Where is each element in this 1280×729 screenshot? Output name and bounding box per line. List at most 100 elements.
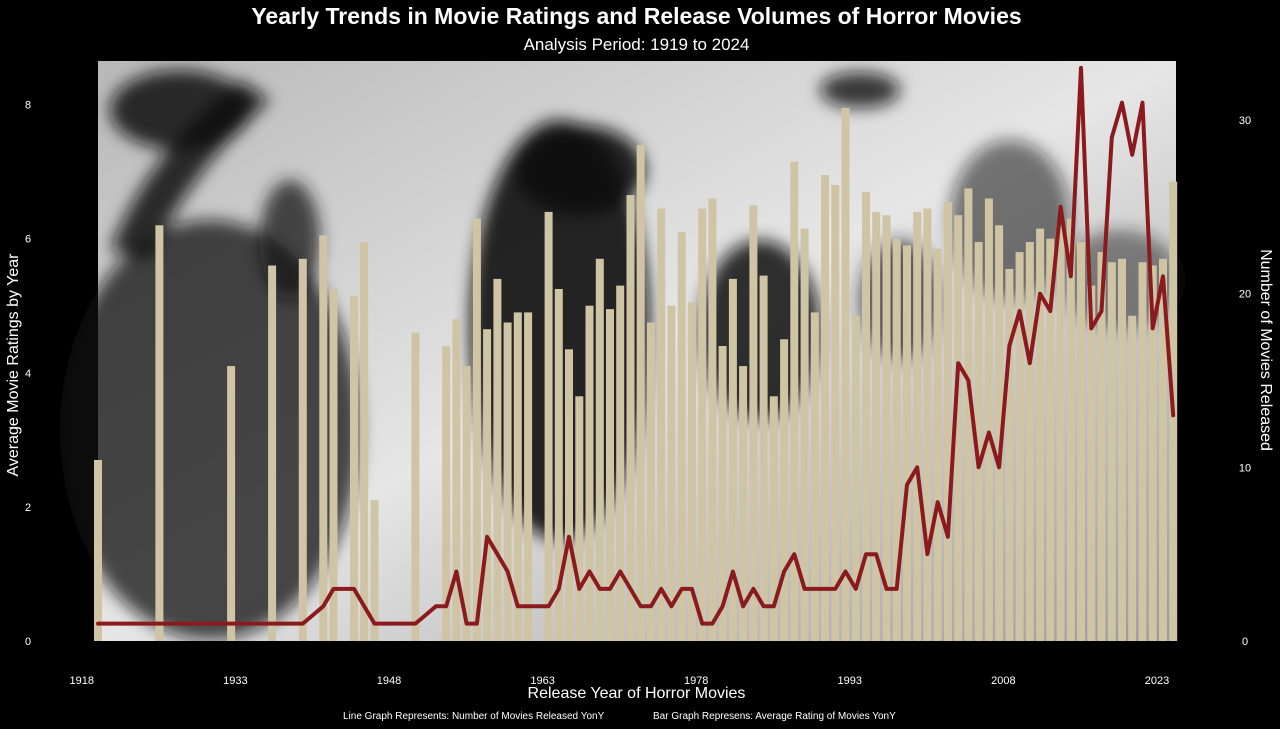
bar-caption: Bar Graph Represens: Average Rating of M… [653,711,896,722]
bar-1998 [903,245,911,641]
bar-1959 [503,322,512,641]
bar-1977 [687,302,696,641]
x-tick-label: 1918 [70,675,94,687]
bar-2021 [1138,262,1147,641]
bar-1991 [831,185,840,641]
bar-1974 [657,208,666,641]
bar-1988 [800,228,809,641]
bar-1994 [862,191,870,642]
bar-1999 [913,211,922,641]
bar-2014 [1066,218,1075,641]
x-tick-label: 1993 [838,675,862,687]
bar-1936 [268,265,277,641]
bar-1979 [708,198,717,641]
bar-1966 [575,396,584,641]
x-tick-label: 1963 [530,675,554,687]
y-left-tick-label: 6 [25,234,31,246]
bar-2010 [1025,242,1034,641]
x-axis-label: Release Year of Horror Movies [527,685,746,702]
bar-1932 [227,366,236,641]
bar-2016 [1087,285,1096,641]
y-right-tick-label: 20 [1239,289,1251,301]
bar-1942 [329,289,338,641]
x-tick-label: 2023 [1145,675,1169,687]
bar-2008 [1005,268,1014,641]
chart-title: Yearly Trends in Movie Ratings and Relea… [251,3,1022,29]
y-left-tick-label: 4 [25,368,31,380]
bar-1941 [319,235,328,642]
bar-1973 [647,322,655,641]
bar-2003 [954,215,963,641]
x-axis: 1918 1933 1948 1963 1978 1993 2008 2023 [70,675,1170,687]
bar-2001 [933,248,942,641]
bar-2017 [1097,252,1106,641]
bar-1963 [544,211,553,641]
y-right-tick-label: 30 [1239,115,1251,127]
bar-1976 [677,232,686,641]
bar-1944 [350,295,358,641]
bar-1960 [513,312,522,641]
bar-1965 [565,349,573,641]
bar-2020 [1128,315,1137,641]
bar-1992 [841,107,850,641]
bar-1985 [769,396,778,641]
bar-2000 [923,208,932,641]
y-left-tick-label: 2 [25,502,31,514]
bar-1956 [472,218,481,641]
bar-1969 [606,309,614,641]
bar-1967 [585,305,594,641]
bar-1971 [626,195,635,641]
bar-1955 [462,366,471,641]
bar-2011 [1036,228,1045,641]
bar-1997 [892,238,901,641]
y-left-tick-label: 0 [25,636,31,648]
bar-1989 [810,312,819,641]
bar-2018 [1107,262,1116,641]
bar-2023 [1159,258,1167,641]
bar-2009 [1015,252,1024,641]
bar-1993 [851,315,860,641]
bar-1982 [739,366,748,641]
bar-1978 [698,208,707,641]
bar-1946 [370,500,379,641]
bar-1987 [790,161,799,641]
bar-1925 [155,225,164,642]
bar-1958 [493,278,502,641]
x-tick-label: 2008 [991,675,1015,687]
bar-2013 [1056,225,1065,642]
bar-1954 [452,319,461,641]
bar-1964 [554,289,563,641]
bar-1970 [616,285,625,641]
bar-1990 [821,175,829,641]
bar-2006 [984,198,993,641]
y-axis-right: 0 10 20 30 [1239,115,1251,648]
y-axis-left: 0 2 4 6 8 [25,100,31,648]
bar-2022 [1148,265,1157,641]
bar-1984 [759,275,768,641]
y-right-tick-label: 0 [1242,636,1248,648]
y-left-tick-label: 8 [25,100,31,112]
bar-1981 [728,278,737,641]
bar-1953 [442,346,451,641]
bar-2002 [943,201,952,642]
line-caption: Line Graph Represents: Number of Movies … [343,711,605,722]
line-layer [96,65,1176,626]
x-tick-label: 1933 [223,675,247,687]
bar-2007 [995,225,1004,642]
bar-2019 [1118,258,1126,641]
y-right-tick-label: 10 [1239,462,1251,474]
chart-subtitle: Analysis Period: 1919 to 2024 [523,35,750,54]
bar-1972 [636,144,645,642]
bar-2004 [964,188,973,641]
bar-1939 [298,258,307,641]
bar-1919 [94,460,102,641]
bar-1950 [411,332,420,641]
bar-1968 [595,258,604,641]
bar-1983 [749,205,758,641]
bars-layer [94,107,1178,642]
bar-1975 [667,305,676,641]
bar-1957 [483,329,492,641]
line-series-count [96,65,1176,626]
bar-1986 [780,339,789,641]
